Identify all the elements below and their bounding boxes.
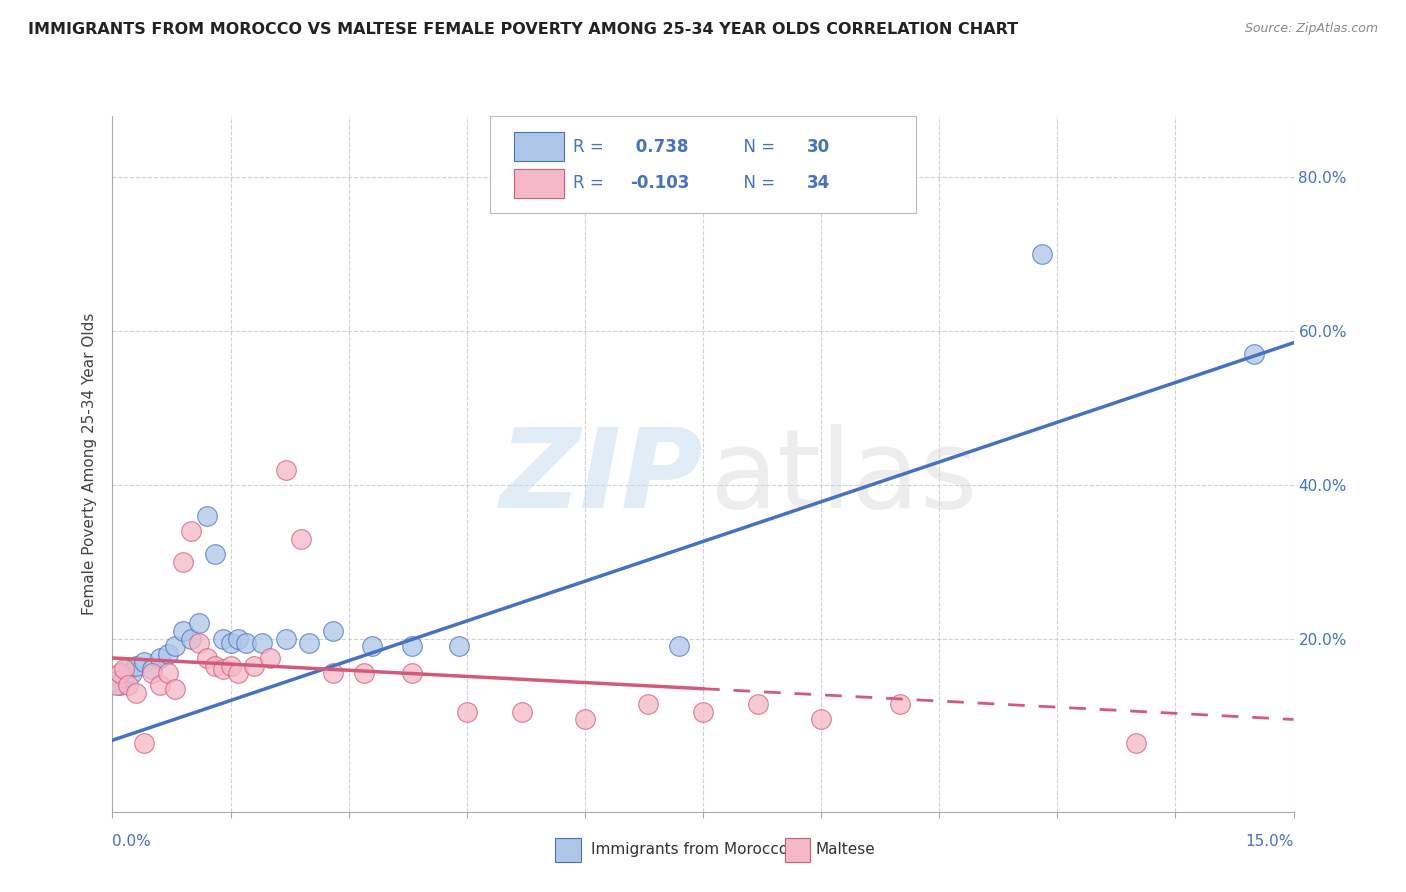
Point bbox=[112, 663, 135, 677]
Point bbox=[274, 632, 297, 646]
Point bbox=[250, 635, 273, 649]
Point bbox=[141, 663, 163, 677]
Text: R =: R = bbox=[574, 175, 609, 193]
Text: Maltese: Maltese bbox=[815, 842, 875, 856]
Point bbox=[149, 678, 172, 692]
FancyBboxPatch shape bbox=[515, 169, 564, 198]
Point bbox=[180, 524, 202, 538]
Point bbox=[112, 670, 135, 684]
Text: -0.103: -0.103 bbox=[630, 175, 689, 193]
Point bbox=[447, 640, 470, 654]
Point bbox=[195, 651, 218, 665]
Point bbox=[211, 663, 233, 677]
Point bbox=[165, 681, 187, 696]
Point bbox=[810, 713, 832, 727]
Point bbox=[889, 697, 911, 711]
Point bbox=[228, 632, 250, 646]
Point bbox=[195, 508, 218, 523]
Point bbox=[165, 640, 187, 654]
Text: ZIP: ZIP bbox=[499, 425, 703, 532]
Point bbox=[204, 658, 226, 673]
Point bbox=[692, 705, 714, 719]
Point bbox=[322, 666, 344, 681]
Point bbox=[298, 635, 321, 649]
Point bbox=[668, 640, 690, 654]
Point bbox=[219, 635, 242, 649]
Point bbox=[243, 658, 266, 673]
Point bbox=[121, 666, 143, 681]
Point bbox=[132, 655, 155, 669]
Point bbox=[105, 678, 128, 692]
Point bbox=[574, 713, 596, 727]
Point bbox=[110, 678, 132, 692]
Point bbox=[188, 635, 211, 649]
Text: Immigrants from Morocco: Immigrants from Morocco bbox=[591, 842, 787, 856]
Text: atlas: atlas bbox=[709, 425, 977, 532]
Point bbox=[290, 532, 312, 546]
Point bbox=[235, 635, 257, 649]
Text: R =: R = bbox=[574, 137, 609, 155]
Text: Source: ZipAtlas.com: Source: ZipAtlas.com bbox=[1244, 22, 1378, 36]
Point bbox=[274, 462, 297, 476]
Text: 15.0%: 15.0% bbox=[1246, 834, 1294, 849]
Text: 34: 34 bbox=[807, 175, 830, 193]
Point bbox=[156, 647, 179, 661]
Point bbox=[117, 663, 139, 677]
Point bbox=[353, 666, 375, 681]
Point bbox=[188, 616, 211, 631]
Point bbox=[1031, 247, 1053, 261]
Point bbox=[180, 632, 202, 646]
Point bbox=[149, 651, 172, 665]
Text: IMMIGRANTS FROM MOROCCO VS MALTESE FEMALE POVERTY AMONG 25-34 YEAR OLDS CORRELAT: IMMIGRANTS FROM MOROCCO VS MALTESE FEMAL… bbox=[28, 22, 1018, 37]
Point bbox=[132, 735, 155, 749]
Point bbox=[117, 678, 139, 692]
FancyBboxPatch shape bbox=[515, 132, 564, 161]
Text: N =: N = bbox=[733, 175, 780, 193]
Point bbox=[219, 658, 242, 673]
Point bbox=[172, 555, 194, 569]
Point bbox=[156, 666, 179, 681]
Point bbox=[456, 705, 478, 719]
Point bbox=[141, 666, 163, 681]
Point bbox=[110, 666, 132, 681]
Text: N =: N = bbox=[733, 137, 780, 155]
Point bbox=[510, 705, 533, 719]
Text: 0.0%: 0.0% bbox=[112, 834, 152, 849]
Point bbox=[204, 547, 226, 561]
Point bbox=[1243, 347, 1265, 361]
Point bbox=[105, 673, 128, 688]
Text: 30: 30 bbox=[807, 137, 830, 155]
Point bbox=[125, 658, 148, 673]
Point bbox=[322, 624, 344, 638]
Point bbox=[401, 666, 423, 681]
Point bbox=[747, 697, 769, 711]
Point bbox=[637, 697, 659, 711]
Text: 0.738: 0.738 bbox=[630, 137, 688, 155]
Point bbox=[401, 640, 423, 654]
FancyBboxPatch shape bbox=[491, 116, 915, 213]
Point bbox=[172, 624, 194, 638]
Point bbox=[211, 632, 233, 646]
Point bbox=[259, 651, 281, 665]
Point bbox=[1125, 735, 1147, 749]
Point bbox=[228, 666, 250, 681]
Y-axis label: Female Poverty Among 25-34 Year Olds: Female Poverty Among 25-34 Year Olds bbox=[82, 313, 97, 615]
Point bbox=[125, 685, 148, 699]
Point bbox=[361, 640, 384, 654]
